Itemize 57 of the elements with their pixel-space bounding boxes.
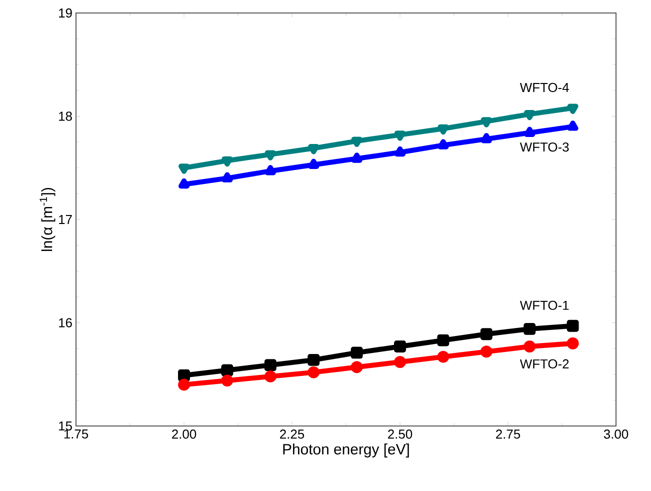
point <box>178 378 190 391</box>
point <box>437 350 450 363</box>
point <box>566 337 579 350</box>
point <box>264 370 276 382</box>
point <box>350 346 363 359</box>
point <box>480 132 492 144</box>
series-label: WFTO-4 <box>520 82 569 92</box>
point <box>394 146 406 157</box>
point <box>394 356 406 368</box>
point <box>221 374 234 387</box>
point <box>308 144 320 154</box>
point <box>222 172 233 182</box>
point <box>178 164 190 174</box>
point <box>308 354 320 366</box>
x-axis-title: Photon energy [eV] <box>283 444 409 458</box>
point <box>394 340 406 352</box>
series-label: WFTO-2 <box>520 359 569 368</box>
point <box>480 328 492 340</box>
point <box>524 340 536 352</box>
y-tick-label: 17 <box>59 215 72 224</box>
point <box>178 178 190 189</box>
point <box>351 136 362 148</box>
x-tick-label: 1.75 <box>64 430 88 439</box>
y-tick-label: 15 <box>59 421 72 431</box>
point <box>264 150 276 160</box>
series-label: WFTO-3 <box>520 142 569 152</box>
point <box>567 120 578 131</box>
point <box>264 164 276 176</box>
point <box>524 322 536 335</box>
point <box>264 359 276 372</box>
x-tick-label: 3.00 <box>604 430 628 439</box>
point <box>438 139 449 150</box>
point <box>178 369 190 382</box>
point <box>350 361 363 374</box>
point <box>438 124 449 135</box>
y-tick-label: 18 <box>59 112 72 121</box>
point <box>351 152 362 163</box>
x-tick-label: 2.50 <box>388 430 412 439</box>
point <box>437 334 450 346</box>
series-label: WFTO-1 <box>520 300 569 310</box>
x-tick-label: 2.00 <box>172 430 196 439</box>
point <box>524 126 536 137</box>
point <box>308 366 320 378</box>
point <box>567 104 578 114</box>
point <box>394 130 406 141</box>
point <box>308 158 320 170</box>
x-tick-label: 2.25 <box>280 430 304 439</box>
y-axis-title: ln(α [m$^{-1}$]) <box>40 188 56 251</box>
point <box>221 364 234 376</box>
point <box>480 346 492 358</box>
y-tick-label: 16 <box>59 318 72 328</box>
point <box>524 110 536 120</box>
x-tick-label: 2.75 <box>496 430 520 439</box>
y-tick-label: 19 <box>59 8 72 18</box>
point <box>480 117 492 128</box>
point <box>566 320 579 332</box>
point <box>222 156 233 167</box>
